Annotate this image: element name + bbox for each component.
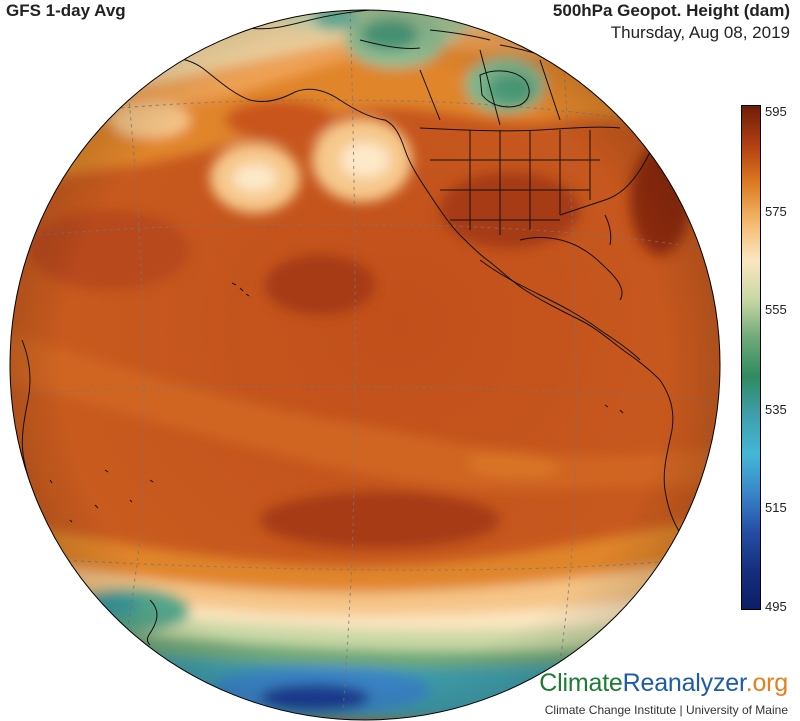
colorbar-label-575: 575 (765, 204, 787, 219)
brand-subtitle: Climate Change Institute | University of… (544, 703, 788, 717)
colorbar-label-495: 495 (765, 599, 787, 614)
variable-title: 500hPa Geopot. Height (dam) (552, 1, 790, 20)
brand-part-climate: Climate (539, 669, 623, 697)
colorbar (741, 105, 761, 610)
product-title: GFS 1-day Avg (6, 1, 126, 20)
colorbar-label-515: 515 (765, 500, 787, 515)
colorbar-label-535: 535 (765, 402, 787, 417)
date-label: Thursday, Aug 08, 2019 (610, 23, 790, 42)
brand-logo[interactable]: ClimateReanalyzer.org (539, 669, 788, 698)
colorbar-label-555: 555 (765, 302, 787, 317)
brand-part-org: .org (745, 669, 788, 697)
brand-part-reanalyzer: Reanalyzer (622, 669, 746, 697)
colorbar-label-595: 595 (765, 104, 787, 119)
